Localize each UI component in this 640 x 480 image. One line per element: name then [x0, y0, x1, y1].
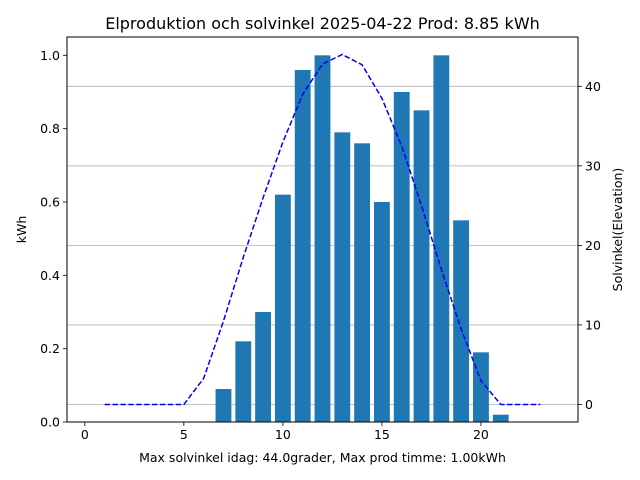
- y2-axis-label: Solvinkel(Elevation): [610, 168, 625, 292]
- elevation-line: [104, 53, 541, 406]
- bar: [215, 389, 232, 422]
- y-axis-label: kWh: [14, 216, 29, 244]
- x-axis-label: Max solvinkel idag: 44.0grader, Max prod…: [139, 450, 506, 465]
- bar: [314, 55, 331, 422]
- y-tick-label: 1.0: [40, 48, 60, 63]
- y2-tick-label: 40: [585, 79, 601, 94]
- y2-tick-label: 10: [585, 317, 601, 332]
- y-tick-label: 0.8: [40, 121, 60, 136]
- bar: [294, 70, 311, 422]
- bar: [473, 352, 489, 422]
- bar: [354, 143, 371, 423]
- bars: [215, 55, 509, 423]
- bar: [492, 414, 509, 422]
- bar: [274, 194, 291, 422]
- bar: [433, 55, 450, 422]
- y-tick-label: 0.0: [40, 415, 60, 430]
- y2-tick-label: 20: [585, 238, 601, 253]
- x-tick-label: 5: [180, 427, 188, 442]
- bar: [235, 341, 252, 422]
- bar: [334, 132, 351, 423]
- x-tick-label: 20: [473, 427, 489, 442]
- y-tick-label: 0.2: [40, 341, 60, 356]
- y-tick-label: 0.6: [40, 195, 60, 210]
- ticks: 0 5 10 15 20 0.0 0.2 0.4 0.6 0.8 1.0 0 10 20 30 40: [40, 48, 601, 442]
- bar: [255, 312, 272, 422]
- plot-frame: [66, 36, 579, 423]
- y2-tick-label: 30: [585, 158, 601, 173]
- chart-title: Elproduktion och solvinkel 2025-04-22 Pr…: [105, 14, 540, 33]
- bar: [413, 110, 430, 422]
- elevation-line-group: [104, 53, 541, 406]
- y2-tick-label: 0: [585, 397, 593, 412]
- y-tick-label: 0.4: [40, 268, 60, 283]
- bar: [373, 202, 390, 422]
- x-tick-label: 10: [275, 427, 291, 442]
- bar: [453, 220, 470, 422]
- bar: [393, 92, 410, 422]
- x-tick-label: 0: [81, 427, 89, 442]
- x-tick-label: 15: [374, 427, 390, 442]
